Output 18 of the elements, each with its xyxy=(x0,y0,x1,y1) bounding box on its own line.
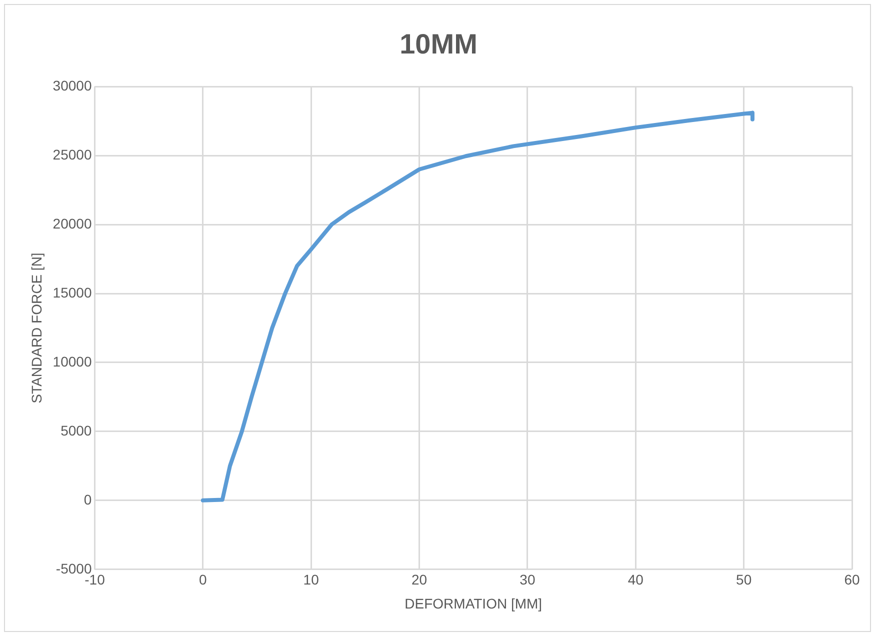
chart-title: 10MM xyxy=(400,28,478,60)
y-tick-label: 0 xyxy=(84,491,92,508)
x-tick-label: 50 xyxy=(736,572,752,588)
y-tick-label: 30000 xyxy=(52,77,92,94)
x-tick-label: 20 xyxy=(411,572,428,588)
y-axis-title: STANDARD FORCE [N] xyxy=(28,252,44,404)
x-tick-label: 60 xyxy=(844,572,860,588)
y-tick-label: 25000 xyxy=(52,146,92,162)
y-tick-label: 5000 xyxy=(60,422,92,438)
x-tick-label: 10 xyxy=(303,572,320,588)
x-tick-label: 0 xyxy=(199,572,208,588)
y-tick-label: -5000 xyxy=(56,560,92,576)
x-tick-label: 40 xyxy=(628,572,644,588)
x-axis-title: DEFORMATION [MM] xyxy=(404,595,542,612)
y-tick-label: 15000 xyxy=(52,284,92,300)
x-tick-label: 30 xyxy=(520,572,536,588)
y-tick-label: 10000 xyxy=(52,353,92,370)
y-tick-label: 20000 xyxy=(52,215,92,232)
